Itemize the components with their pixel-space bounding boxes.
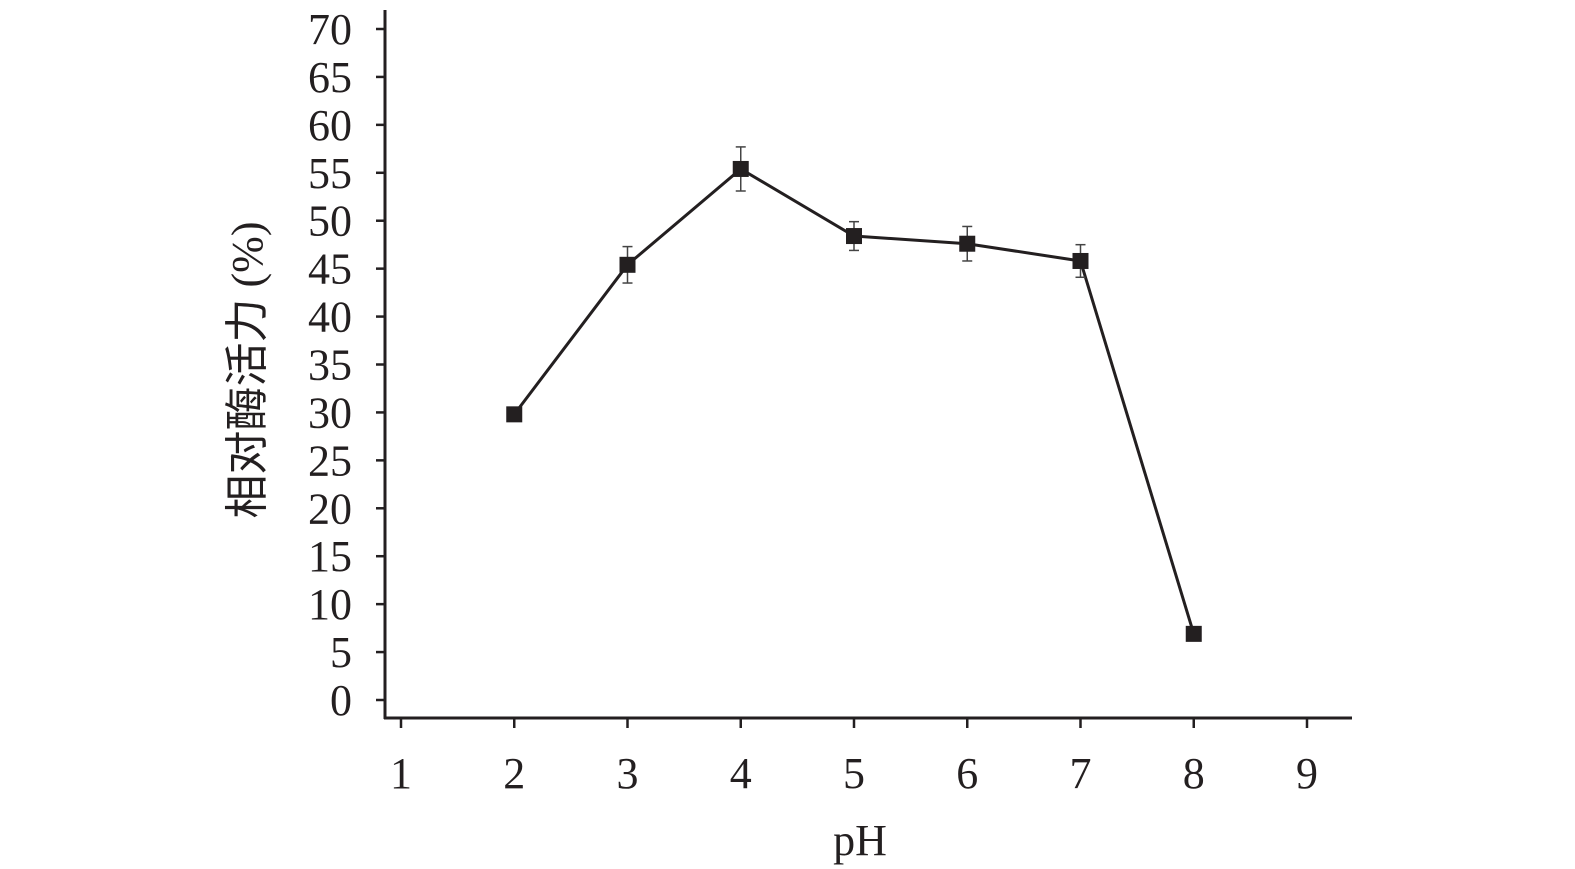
y-tick-label: 30 — [308, 388, 352, 437]
y-tick-label: 55 — [308, 149, 352, 198]
x-tick-label: 8 — [1183, 749, 1205, 798]
y-tick-label: 45 — [308, 245, 352, 294]
data-point — [732, 160, 749, 177]
y-tick-label: 50 — [308, 197, 352, 246]
y-tick-label: 10 — [308, 580, 352, 629]
y-tick-label: 25 — [308, 436, 352, 485]
data-marks — [506, 146, 1202, 642]
y-tick-label: 5 — [330, 628, 352, 677]
y-tick-label: 20 — [308, 484, 352, 533]
y-tick-label: 70 — [308, 5, 352, 54]
x-tick-label: 6 — [956, 749, 978, 798]
data-point — [846, 228, 862, 245]
x-tick-label: 5 — [843, 749, 865, 798]
data-point — [506, 406, 523, 423]
y-tick-label: 60 — [308, 101, 352, 150]
y-axis-label: 相对酶活力 (%) — [223, 222, 272, 519]
x-tick-label: 9 — [1296, 749, 1318, 798]
y-tick-label: 65 — [308, 53, 352, 102]
y-tick-label: 40 — [308, 293, 352, 342]
data-point — [959, 235, 976, 252]
data-point — [1185, 625, 1202, 642]
y-tick-label: 35 — [308, 341, 352, 390]
x-tick-label: 2 — [503, 749, 525, 798]
data-point — [619, 256, 636, 273]
x-axis-label: pH — [833, 816, 887, 865]
data-point — [1072, 252, 1089, 269]
x-tick-label: 4 — [730, 749, 752, 798]
y-tick-label: 15 — [308, 532, 352, 581]
y-tick-label: 0 — [330, 676, 352, 725]
x-tick-label: 3 — [617, 749, 639, 798]
x-tick-label: 7 — [1070, 749, 1092, 798]
x-tick-label: 1 — [390, 749, 412, 798]
